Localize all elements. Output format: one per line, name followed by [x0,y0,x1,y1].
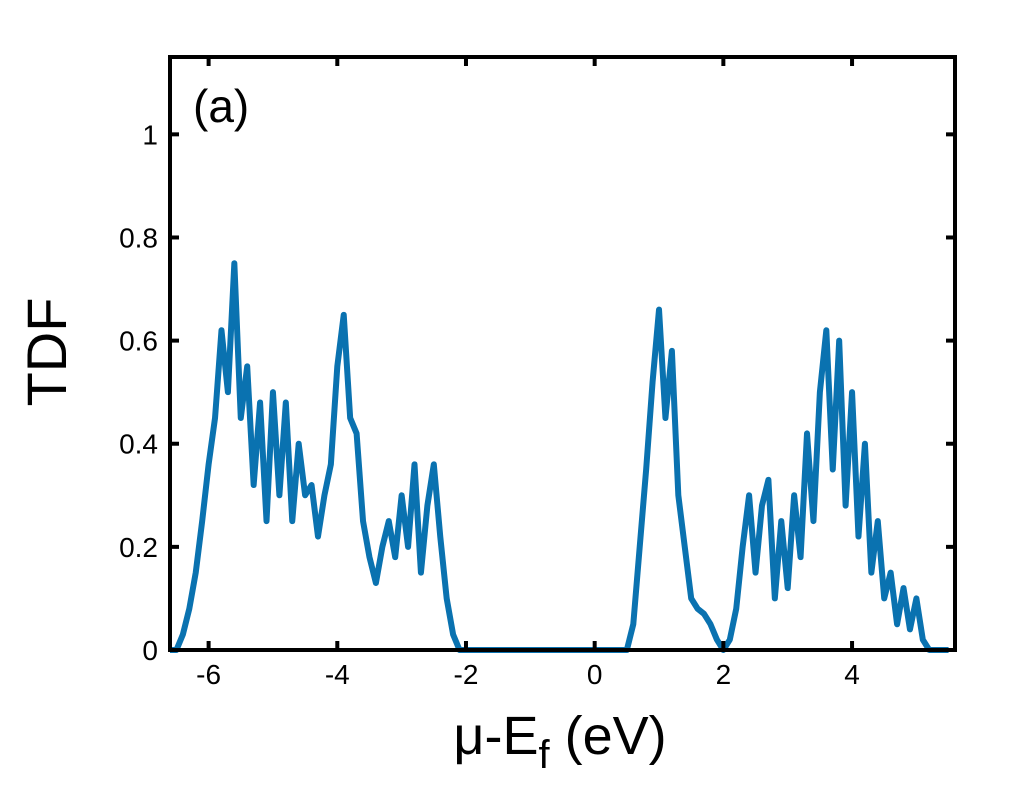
y-tick-label: 0.2 [119,532,158,563]
x-tick-label: -6 [196,659,221,690]
panel-label: (a) [193,80,249,132]
y-tick-label: 0 [142,635,158,666]
y-tick-label: 0.4 [119,429,158,460]
x-tick-label: -4 [325,659,350,690]
x-label-sub: f [538,733,550,777]
x-label-main: μ-E [453,706,538,766]
x-axis-label: μ-Ef (eV) [453,706,666,777]
x-tick-label: 2 [716,659,732,690]
x-tick-label: -2 [454,659,479,690]
x-tick-label: 0 [587,659,603,690]
x-tick-label: 4 [844,659,860,690]
x-label-tail: (eV) [550,706,667,766]
y-tick-label: 0.8 [119,222,158,253]
y-tick-label: 0.6 [119,326,158,357]
y-tick-label: 1 [142,119,158,150]
y-axis-label: TDF [15,298,78,407]
plot-frame [168,55,957,652]
